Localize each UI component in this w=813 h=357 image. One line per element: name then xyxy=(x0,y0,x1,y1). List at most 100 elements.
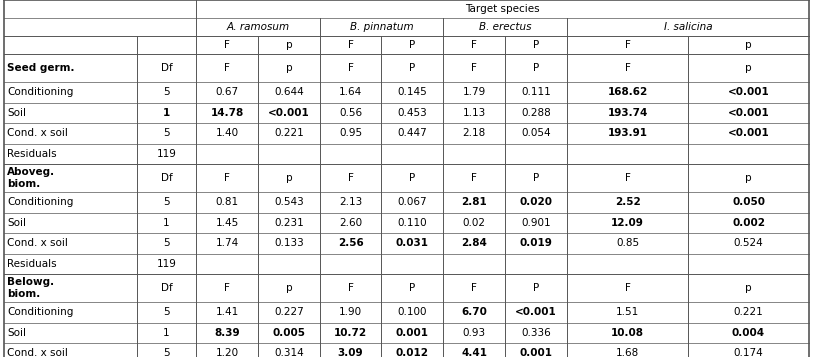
Text: <0.001: <0.001 xyxy=(728,108,769,118)
Text: 0.644: 0.644 xyxy=(274,87,304,97)
Text: Df: Df xyxy=(161,283,172,293)
Text: 0.002: 0.002 xyxy=(732,218,765,228)
Text: p: p xyxy=(746,283,752,293)
Text: 3.09: 3.09 xyxy=(337,348,363,357)
Text: 1: 1 xyxy=(163,218,170,228)
Text: p: p xyxy=(746,63,752,73)
Text: 4.41: 4.41 xyxy=(461,348,487,357)
Text: P: P xyxy=(409,283,415,293)
Text: 6.70: 6.70 xyxy=(461,307,487,317)
Text: 2.18: 2.18 xyxy=(463,128,485,138)
Text: 0.314: 0.314 xyxy=(274,348,304,357)
Text: P: P xyxy=(533,173,539,183)
Text: P: P xyxy=(533,40,539,50)
Text: P: P xyxy=(409,63,415,73)
Text: Cond. x soil: Cond. x soil xyxy=(7,128,67,138)
Text: 0.901: 0.901 xyxy=(521,218,551,228)
Text: 5: 5 xyxy=(163,128,170,138)
Text: <0.001: <0.001 xyxy=(728,128,769,138)
Text: p: p xyxy=(285,283,293,293)
Text: 0.020: 0.020 xyxy=(520,197,553,207)
Text: 0.288: 0.288 xyxy=(521,108,551,118)
Text: Cond. x soil: Cond. x soil xyxy=(7,348,67,357)
Text: 0.145: 0.145 xyxy=(397,87,427,97)
Text: 1: 1 xyxy=(163,328,170,338)
Text: F: F xyxy=(224,63,230,73)
Text: 1.40: 1.40 xyxy=(215,128,238,138)
Text: 2.52: 2.52 xyxy=(615,197,641,207)
Text: Target species: Target species xyxy=(465,4,540,14)
Text: F: F xyxy=(224,283,230,293)
Text: B. erectus: B. erectus xyxy=(479,22,531,32)
Text: 193.74: 193.74 xyxy=(607,108,648,118)
Text: 1.79: 1.79 xyxy=(463,87,485,97)
Text: 0.005: 0.005 xyxy=(272,328,306,338)
Text: B. pinnatum: B. pinnatum xyxy=(350,22,413,32)
Text: 0.174: 0.174 xyxy=(733,348,763,357)
Text: 0.067: 0.067 xyxy=(398,197,427,207)
Text: 0.012: 0.012 xyxy=(395,348,428,357)
Text: 0.001: 0.001 xyxy=(520,348,553,357)
Text: F: F xyxy=(624,40,630,50)
Text: 0.02: 0.02 xyxy=(463,218,485,228)
Text: 14.78: 14.78 xyxy=(211,108,244,118)
Text: 0.453: 0.453 xyxy=(397,108,427,118)
Text: Conditioning: Conditioning xyxy=(7,307,73,317)
Text: 2.84: 2.84 xyxy=(461,238,487,248)
Text: 1.13: 1.13 xyxy=(463,108,485,118)
Text: 2.81: 2.81 xyxy=(461,197,487,207)
Text: 0.67: 0.67 xyxy=(215,87,238,97)
Text: 1.68: 1.68 xyxy=(616,348,639,357)
Text: 0.100: 0.100 xyxy=(398,307,427,317)
Text: 5: 5 xyxy=(163,197,170,207)
Text: 0.031: 0.031 xyxy=(395,238,428,248)
Text: F: F xyxy=(348,63,354,73)
Text: 5: 5 xyxy=(163,307,170,317)
Text: p: p xyxy=(285,173,293,183)
Text: 0.054: 0.054 xyxy=(521,128,551,138)
Text: 2.60: 2.60 xyxy=(339,218,362,228)
Text: 8.39: 8.39 xyxy=(214,328,240,338)
Text: 5: 5 xyxy=(163,348,170,357)
Text: 10.08: 10.08 xyxy=(611,328,644,338)
Text: F: F xyxy=(624,283,630,293)
Text: P: P xyxy=(533,283,539,293)
Text: Soil: Soil xyxy=(7,218,26,228)
Text: 1.64: 1.64 xyxy=(339,87,362,97)
Text: 193.91: 193.91 xyxy=(607,128,647,138)
Text: 5: 5 xyxy=(163,87,170,97)
Text: 2.13: 2.13 xyxy=(339,197,362,207)
Text: P: P xyxy=(409,40,415,50)
Text: 168.62: 168.62 xyxy=(607,87,648,97)
Text: F: F xyxy=(471,173,477,183)
Text: Residuals: Residuals xyxy=(7,149,57,159)
Text: 1: 1 xyxy=(163,108,170,118)
Text: 119: 119 xyxy=(157,149,176,159)
Text: 0.221: 0.221 xyxy=(733,307,763,317)
Text: 1.45: 1.45 xyxy=(215,218,239,228)
Text: 12.09: 12.09 xyxy=(611,218,644,228)
Text: Aboveg.
biom.: Aboveg. biom. xyxy=(7,167,55,189)
Text: 0.227: 0.227 xyxy=(274,307,304,317)
Text: 1.41: 1.41 xyxy=(215,307,239,317)
Text: 0.85: 0.85 xyxy=(616,238,639,248)
Text: F: F xyxy=(471,283,477,293)
Text: Belowg.
biom.: Belowg. biom. xyxy=(7,277,54,299)
Text: 0.336: 0.336 xyxy=(521,328,551,338)
Text: 0.019: 0.019 xyxy=(520,238,553,248)
Text: 0.221: 0.221 xyxy=(274,128,304,138)
Text: I. salicina: I. salicina xyxy=(663,22,712,32)
Text: Soil: Soil xyxy=(7,108,26,118)
Text: Residuals: Residuals xyxy=(7,259,57,269)
Text: F: F xyxy=(471,40,477,50)
Text: p: p xyxy=(285,63,293,73)
Text: F: F xyxy=(224,40,230,50)
Text: 0.56: 0.56 xyxy=(339,108,362,118)
Text: p: p xyxy=(746,173,752,183)
Text: 2.56: 2.56 xyxy=(337,238,363,248)
Text: 0.004: 0.004 xyxy=(732,328,765,338)
Text: p: p xyxy=(746,40,752,50)
Text: A. ramosum: A. ramosum xyxy=(227,22,289,32)
Text: 10.72: 10.72 xyxy=(334,328,367,338)
Text: <0.001: <0.001 xyxy=(728,87,769,97)
